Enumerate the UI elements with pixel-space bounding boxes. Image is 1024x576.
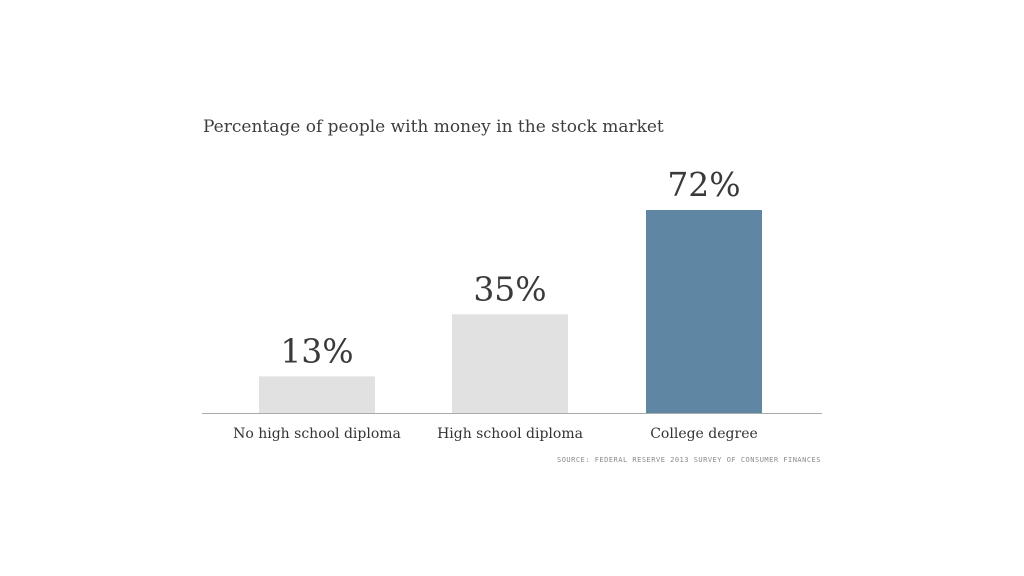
value-label-high-school-diploma: 35% <box>473 269 546 308</box>
bars-group <box>259 210 762 413</box>
source-note: SOURCE: FEDERAL RESERVE 2013 SURVEY OF C… <box>556 456 821 464</box>
value-label-college-degree: 72% <box>667 165 740 204</box>
category-label-no-high-school-diploma: No high school diploma <box>233 426 401 442</box>
chart-title: Percentage of people with money in the s… <box>203 117 664 137</box>
value-label-no-high-school-diploma: 13% <box>280 331 353 370</box>
labels-group: 13% No high school diploma 35% High school … <box>233 165 758 442</box>
bar-college-degree <box>646 210 762 413</box>
bar-no-high-school-diploma <box>259 376 375 413</box>
bar-high-school-diploma <box>452 314 568 413</box>
category-label-college-degree: College degree <box>650 426 758 442</box>
category-label-high-school-diploma: High school diploma <box>437 426 583 442</box>
